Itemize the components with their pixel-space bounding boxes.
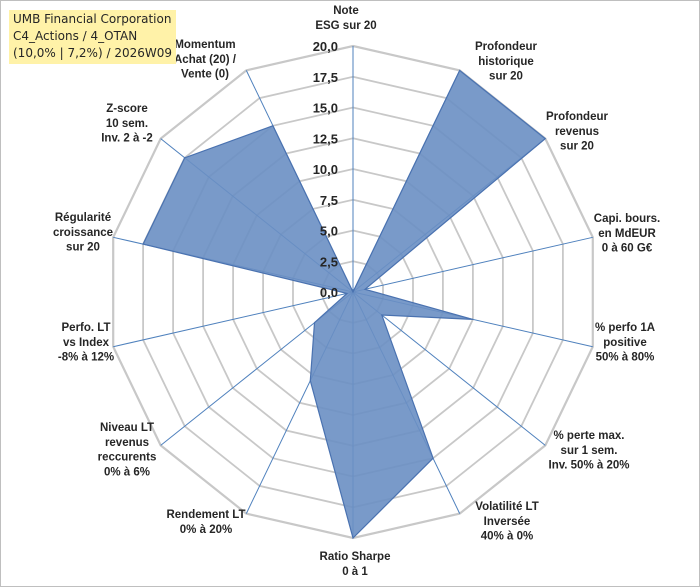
axis-label-line: revenus xyxy=(555,126,599,138)
axis-label-line: 0 à 1 xyxy=(342,566,368,578)
tick-label: 7,5 xyxy=(320,193,338,208)
axis-label-line: Inv. 50% à 20% xyxy=(549,460,630,472)
axis-label: Ratio Sharpe 0 à 1 xyxy=(320,551,391,578)
tick-label: 17,5 xyxy=(313,70,338,85)
axis-label-line: sur 20 xyxy=(489,71,523,83)
axis-label-line: revenus xyxy=(105,437,149,449)
axis-label-line: % perte max. xyxy=(554,430,625,442)
axis-label: Momentum Achat (20) / Vente (0) xyxy=(174,39,237,81)
axis-label-line: Momentum xyxy=(174,39,235,51)
axis-label-line: Capi. bours. xyxy=(594,213,660,225)
axis-label: % perfo 1A positive 50% à 80% xyxy=(595,322,655,364)
axis-spoke xyxy=(352,236,593,293)
axis-label-line: sur 1 sem. xyxy=(561,445,618,457)
axis-label: Capi. bours. en MdEUR 0 à 60 G€ xyxy=(594,213,660,255)
axis-label: Profondeur historique sur 20 xyxy=(475,41,537,83)
axis-label-line: Perfo. LT xyxy=(62,322,111,334)
tick-label: 0,0 xyxy=(320,285,338,300)
chart-title-line-2: C4_Actions / 4_OTAN xyxy=(13,29,138,43)
axis-label-line: Niveau LT xyxy=(100,422,154,434)
axis-spoke xyxy=(113,291,354,348)
axis-label-line: 0 à 60 G€ xyxy=(602,243,653,255)
axis-label: Perfo. LT vs Index -8% à 12% xyxy=(58,322,114,364)
axis-label: Volatilité LT Inversée 40% à 0% xyxy=(475,501,538,543)
axis-label: Régularité croissance sur 20 xyxy=(53,212,113,254)
tick-label: 2,5 xyxy=(320,254,338,269)
axis-label-line: Volatilité LT xyxy=(475,501,538,513)
axis-label-line: Note xyxy=(333,5,359,17)
axis-label-line: reccurents xyxy=(98,452,157,464)
axis-label-line: en MdEUR xyxy=(598,228,656,240)
axis-label: Niveau LT revenus reccurents 0% à 6% xyxy=(98,422,157,478)
axis-label-line: positive xyxy=(603,337,646,349)
axis-label-line: sur 20 xyxy=(560,141,594,153)
radar-axis-labels: Note ESG sur 20 Profondeur historique sur 20… xyxy=(53,5,660,578)
axis-label: Z-score 10 sem. Inv. 2 à -2 xyxy=(101,103,153,145)
axis-label: % perte max. sur 1 sem. Inv. 50% à 20% xyxy=(549,430,630,472)
axis-label: Profondeur revenus sur 20 xyxy=(546,111,608,153)
axis-label-line: Régularité xyxy=(55,212,111,224)
axis-label-line: Profondeur xyxy=(546,111,608,123)
axis-label-line: sur 20 xyxy=(66,242,100,254)
axis-label-line: -8% à 12% xyxy=(58,352,114,364)
axis-label-line: historique xyxy=(478,56,534,68)
chart-title-line-1: UMB Financial Corporation xyxy=(13,12,172,26)
chart-title-box: UMB Financial Corporation C4_Actions / 4… xyxy=(9,10,176,64)
axis-label-line: Z-score xyxy=(106,103,148,115)
tick-label: 12,5 xyxy=(313,131,338,146)
axis-label-line: 40% à 0% xyxy=(481,531,533,543)
chart-title-line-3: (10,0% | 7,2%) / 2026W09 xyxy=(13,46,172,60)
tick-label: 15,0 xyxy=(313,101,338,116)
axis-label: Rendement LT 0% à 20% xyxy=(166,509,245,536)
axis-spoke xyxy=(352,291,546,446)
axis-label-line: Profondeur xyxy=(475,41,537,53)
axis-label-line: % perfo 1A xyxy=(595,322,655,334)
axis-label: Note ESG sur 20 xyxy=(315,5,376,32)
axis-label-line: Achat (20) / xyxy=(174,54,237,66)
tick-label: 5,0 xyxy=(320,224,338,239)
tick-label: 20,0 xyxy=(313,39,338,54)
axis-label-line: croissance xyxy=(53,227,113,239)
axis-label-line: 50% à 80% xyxy=(596,352,655,364)
axis-label-line: Inversée xyxy=(484,516,531,528)
axis-label-line: 0% à 6% xyxy=(104,466,150,478)
axis-label-line: ESG sur 20 xyxy=(315,20,376,32)
axis-label-line: 0% à 20% xyxy=(180,524,232,536)
radar-data xyxy=(142,69,547,540)
tick-label: 10,0 xyxy=(313,162,338,177)
axis-label-line: 10 sem. xyxy=(106,118,148,130)
radar-tick-labels: 0,0 2,5 5,0 7,5 10,0 12,5 15,0 17,5 20,0 xyxy=(313,39,338,300)
axis-label-line: Ratio Sharpe xyxy=(320,551,391,563)
axis-label-line: Inv. 2 à -2 xyxy=(101,133,153,145)
axis-label-line: Rendement LT xyxy=(166,509,245,521)
axis-label-line: vs Index xyxy=(63,337,110,349)
axis-label-line: Vente (0) xyxy=(181,69,229,81)
